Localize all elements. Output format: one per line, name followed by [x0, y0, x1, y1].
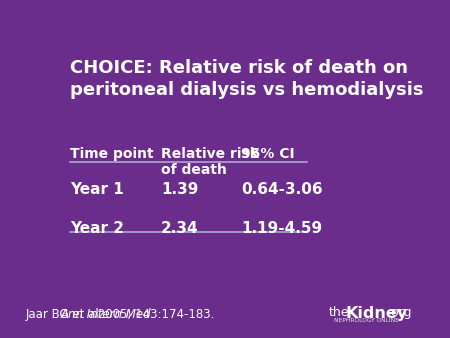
Text: Ann Intern Med: Ann Intern Med — [61, 308, 151, 321]
Text: 1.19-4.59: 1.19-4.59 — [241, 221, 322, 237]
Text: Year 2: Year 2 — [70, 221, 124, 237]
Text: NEPHROLOGY ONLINE: NEPHROLOGY ONLINE — [334, 318, 399, 323]
Text: Time point: Time point — [70, 147, 154, 161]
Text: the: the — [328, 306, 349, 319]
Text: 95% CI: 95% CI — [241, 147, 295, 161]
Text: Year 1: Year 1 — [70, 183, 124, 197]
Text: 2.34: 2.34 — [161, 221, 198, 237]
Text: 1.39: 1.39 — [161, 183, 198, 197]
Text: Kidney: Kidney — [346, 306, 408, 321]
Text: 0.64-3.06: 0.64-3.06 — [241, 183, 323, 197]
Text: CHOICE: Relative risk of death on
peritoneal dialysis vs hemodialysis: CHOICE: Relative risk of death on perito… — [70, 59, 424, 99]
Text: .org: .org — [387, 306, 412, 319]
Text: Relative risk
of death: Relative risk of death — [161, 147, 259, 177]
Text: 2005; 143:174-183.: 2005; 143:174-183. — [94, 308, 214, 321]
Text: Jaar BG et al.: Jaar BG et al. — [26, 308, 107, 321]
